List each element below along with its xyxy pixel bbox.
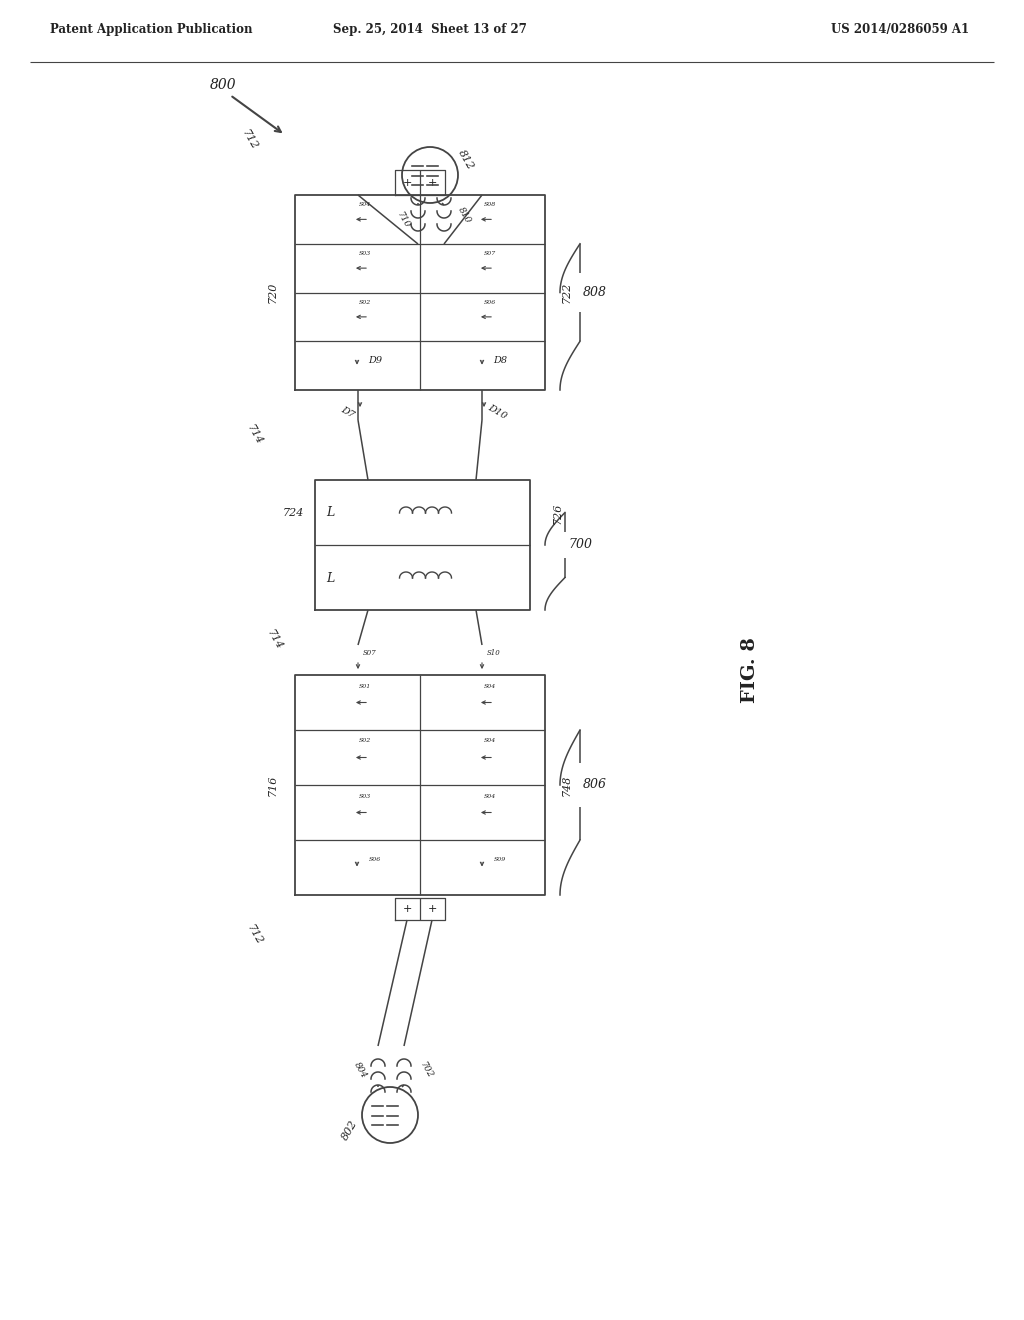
Text: 724: 724 [283,508,304,517]
Text: 702: 702 [418,1060,434,1080]
Text: 700: 700 [568,539,592,552]
Text: S04: S04 [358,202,371,207]
Text: L: L [326,572,334,585]
Text: S01: S01 [358,684,371,689]
Text: L: L [326,507,334,520]
Text: S10: S10 [487,649,501,657]
Text: S04: S04 [484,684,496,689]
Text: FIG. 8: FIG. 8 [741,638,759,704]
Text: S03: S03 [358,251,371,256]
Text: US 2014/0286059 A1: US 2014/0286059 A1 [830,24,969,37]
Text: S04: S04 [484,793,496,799]
Text: S07: S07 [484,251,496,256]
Text: 726: 726 [553,503,563,524]
Text: +: + [427,904,436,913]
Text: +: + [427,178,436,187]
Text: Sep. 25, 2014  Sheet 13 of 27: Sep. 25, 2014 Sheet 13 of 27 [333,24,527,37]
Text: 804: 804 [352,1060,369,1080]
Text: S06: S06 [484,300,496,305]
Text: S08: S08 [484,202,496,207]
Text: 800: 800 [210,78,237,92]
Text: D7: D7 [340,404,356,420]
Text: Patent Application Publication: Patent Application Publication [50,24,253,37]
Text: S02: S02 [358,738,371,743]
Text: S07: S07 [364,649,377,657]
Text: 714: 714 [246,424,264,446]
Text: 712: 712 [246,923,264,946]
Text: 806: 806 [583,779,607,792]
Text: +: + [402,178,412,187]
Text: D8: D8 [493,356,507,366]
Text: S02: S02 [358,300,371,305]
Text: 802: 802 [340,1118,359,1142]
Text: 722: 722 [562,281,572,304]
Text: 748: 748 [562,775,572,796]
Text: 714: 714 [265,628,285,652]
Text: 808: 808 [583,286,607,300]
Text: 710: 710 [395,210,412,230]
Text: S04: S04 [484,738,496,743]
Text: D10: D10 [486,403,508,421]
Text: 720: 720 [268,281,278,304]
Text: S03: S03 [358,793,371,799]
Text: 812: 812 [457,148,476,172]
Text: S09: S09 [494,857,506,862]
Text: 716: 716 [268,775,278,796]
Text: S06: S06 [369,857,381,862]
Text: D9: D9 [368,356,382,366]
Text: 810: 810 [456,206,472,224]
Text: 712: 712 [241,128,260,152]
Text: +: + [402,904,412,913]
